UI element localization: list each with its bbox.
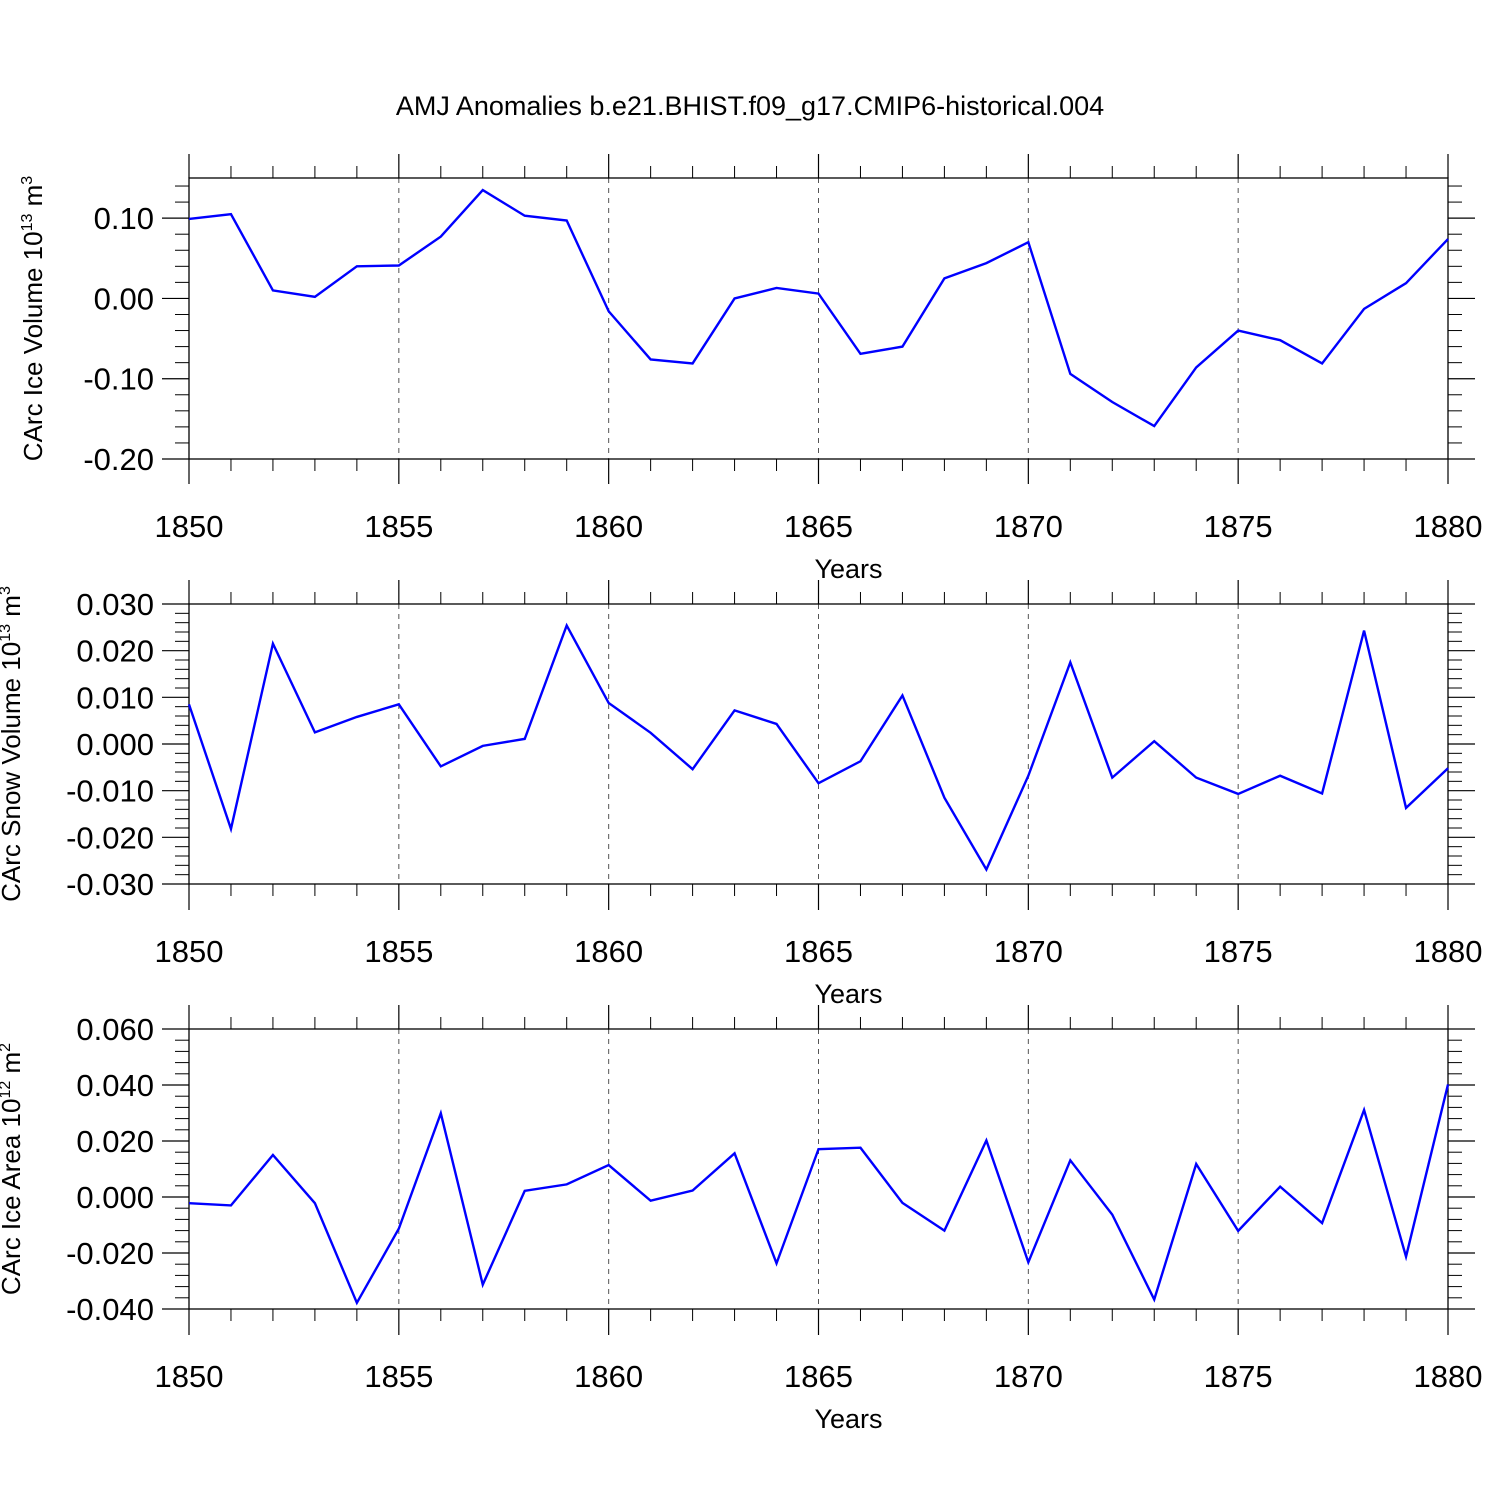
- y-tick-label: 0.000: [76, 727, 154, 762]
- y-tick-label: 0.030: [76, 587, 154, 622]
- chart-panel-1: -0.20 -0.10 0.00 0.10 1850 1855 1860 1865 1870 18…: [18, 154, 1482, 584]
- x-tick-label: 1855: [364, 934, 433, 969]
- y-tick-label: -0.040: [66, 1292, 154, 1327]
- y-tick-label: 0.10: [94, 201, 154, 236]
- chart-panel-3: -0.040 -0.020 0.000 0.020 0.040 0.060 1850 1855…: [0, 1005, 1482, 1434]
- x-tick-label: 1875: [1204, 509, 1273, 544]
- y-tick-label: 0.020: [76, 1124, 154, 1159]
- x-tick-label: 1860: [574, 934, 643, 969]
- y-tick-label: -0.020: [66, 1236, 154, 1271]
- y-axis-label: CArc Snow Volume 1013 m3: [0, 586, 26, 902]
- x-tick-label: 1865: [784, 934, 853, 969]
- y-tick-label: -0.030: [66, 867, 154, 902]
- x-tick-label: 1850: [155, 934, 224, 969]
- x-tick-label: 1880: [1414, 1359, 1483, 1394]
- x-tick-label: 1870: [994, 509, 1063, 544]
- x-tick-label: 1860: [574, 1359, 643, 1394]
- x-tick-label: 1875: [1204, 1359, 1273, 1394]
- y-tick-label: -0.20: [83, 442, 154, 477]
- y-tick-label: -0.010: [66, 774, 154, 809]
- x-tick-label: 1880: [1414, 934, 1483, 969]
- y-axis-label: CArc Ice Volume 1013 m3: [18, 176, 48, 461]
- y-tick-label: -0.020: [66, 820, 154, 855]
- y-tick-label: 0.040: [76, 1068, 154, 1103]
- x-tick-label: 1850: [155, 509, 224, 544]
- figure-title: AMJ Anomalies b.e21.BHIST.f09_g17.CMIP6-…: [396, 91, 1104, 121]
- x-axis-label: Years: [814, 1404, 882, 1434]
- x-tick-label: 1880: [1414, 509, 1483, 544]
- x-tick-label: 1865: [784, 509, 853, 544]
- x-axis-label: Years: [814, 979, 882, 1009]
- x-tick-label: 1850: [155, 1359, 224, 1394]
- y-tick-label: 0.060: [76, 1012, 154, 1047]
- x-tick-label: 1855: [364, 509, 433, 544]
- x-tick-label: 1870: [994, 1359, 1063, 1394]
- x-tick-label: 1855: [364, 1359, 433, 1394]
- x-tick-label: 1870: [994, 934, 1063, 969]
- x-tick-label: 1875: [1204, 934, 1273, 969]
- y-tick-label: 0.020: [76, 634, 154, 669]
- x-axis-label: Years: [814, 554, 882, 584]
- chart-panel-2: -0.030 -0.020 -0.010 0.000 0.010 0.020 0.030 18…: [0, 580, 1482, 1009]
- y-tick-label: 0.000: [76, 1180, 154, 1215]
- x-tick-label: 1865: [784, 1359, 853, 1394]
- y-tick-label: 0.010: [76, 680, 154, 715]
- x-tick-label: 1860: [574, 509, 643, 544]
- y-tick-label: -0.10: [83, 362, 154, 397]
- y-tick-label: 0.00: [94, 281, 154, 316]
- y-axis-label: CArc Ice Area 1012 m2: [0, 1043, 26, 1295]
